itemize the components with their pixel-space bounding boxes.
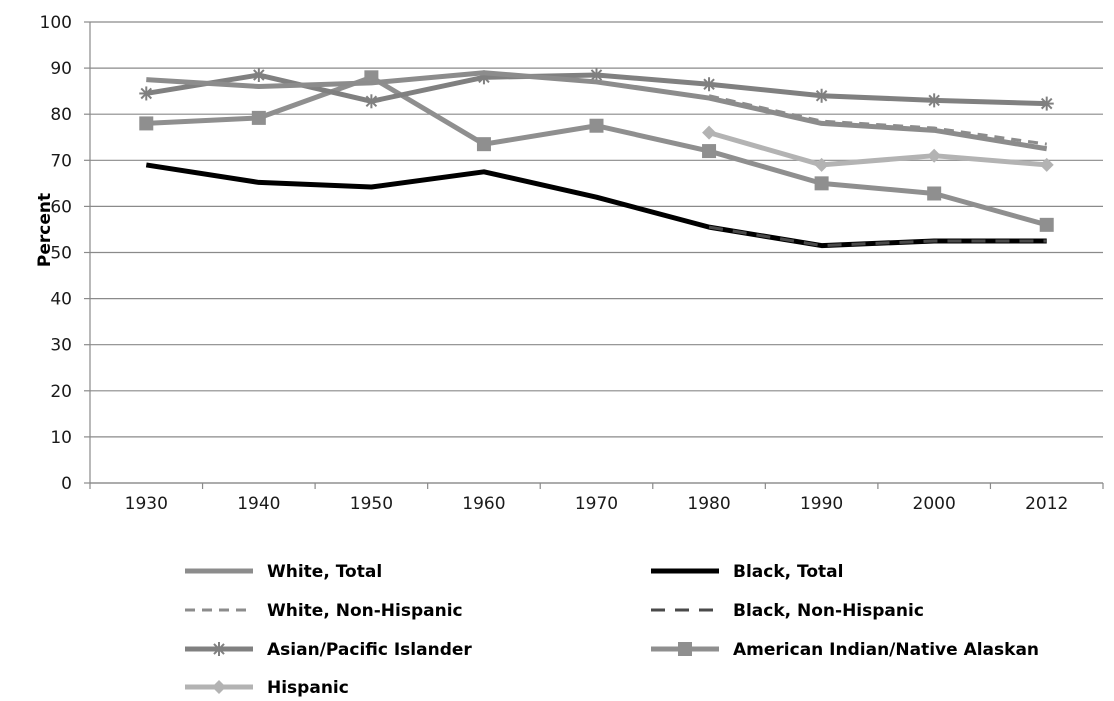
legend-item-white_nonhispanic: White, Non-Hispanic (185, 601, 463, 621)
series-white_total (146, 70, 1048, 152)
legend-item-black_total: Black, Total (651, 562, 843, 582)
y-tick-label: 10 (50, 428, 72, 448)
series-line-hispanic (708, 130, 1047, 168)
data-point-asian_pi (1039, 96, 1054, 111)
data-point-am_indian (476, 137, 491, 152)
y-tick-label: 30 (50, 336, 72, 356)
series-line-black_nonhispanic (708, 225, 1047, 248)
x-tick-label: 1970 (575, 494, 618, 514)
data-point-am_indian (139, 116, 154, 131)
legend-label: Asian/Pacific Islander (267, 640, 472, 660)
series-hispanic (702, 125, 1054, 172)
data-point-am_indian (589, 118, 604, 133)
data-point-asian_pi (927, 93, 942, 108)
data-point-am_indian (1039, 217, 1054, 232)
data-point-hispanic (927, 148, 942, 163)
legend: White, Total Black, Total White, Non-Hispa… (185, 562, 1039, 698)
data-point-asian_pi (702, 77, 717, 92)
legend-label: American Indian/Native Alaskan (733, 640, 1039, 660)
x-tick-label: 1960 (462, 494, 505, 514)
legend-item-am_indian: American Indian/Native Alaskan (651, 640, 1039, 660)
legend-item-black_nonhispanic: Black, Non-Hispanic (651, 601, 924, 621)
y-tick-label: 100 (40, 13, 72, 33)
data-point-am_indian (814, 176, 829, 191)
data-point-hispanic (1039, 157, 1054, 172)
data-point-am_indian (927, 186, 942, 201)
y-tick-label: 80 (50, 105, 72, 125)
legend-item-white_total: White, Total (185, 562, 382, 582)
legend-marker-hispanic (212, 680, 226, 694)
y-axis-title: Percent (35, 193, 55, 267)
legend-marker-am_indian (678, 642, 692, 656)
legend-label: Black, Non-Hispanic (733, 601, 924, 621)
x-tick-label: 1940 (237, 494, 280, 514)
x-tick-label: 2012 (1025, 494, 1068, 514)
y-tick-label: 60 (50, 197, 72, 217)
legend-item-asian_pi: Asian/Pacific Islander (185, 640, 472, 660)
x-tick-label: 1950 (350, 494, 393, 514)
data-point-am_indian (702, 144, 717, 159)
series-am_indian (139, 70, 1054, 232)
y-tick-label: 50 (50, 244, 72, 264)
data-point-asian_pi (364, 94, 379, 109)
legend-label: Hispanic (267, 678, 349, 698)
series-black_total (145, 162, 1047, 249)
data-point-asian_pi (814, 88, 829, 103)
series-black_nonhispanic (708, 225, 1047, 248)
series-white_nonhispanic (708, 94, 1047, 146)
x-axis-ticks: 1930 1940 1950 1960 1970 1980 1990 2000 2012 (89, 483, 1104, 514)
legend-label: White, Total (267, 562, 382, 582)
data-point-hispanic (702, 125, 717, 140)
x-tick-label: 1980 (687, 494, 730, 514)
legend-label: White, Non-Hispanic (267, 601, 463, 621)
data-point-hispanic (814, 157, 829, 172)
legend-marker-asian_pi (212, 642, 226, 656)
series-asian_pi (139, 68, 1054, 111)
y-tick-label: 20 (50, 382, 72, 402)
x-tick-label: 1930 (125, 494, 168, 514)
x-tick-label: 2000 (913, 494, 956, 514)
y-tick-label: 40 (50, 290, 72, 310)
series-line-black_total (145, 162, 1047, 249)
y-axis-ticks: 0 10 20 30 40 50 60 70 80 90 100 (40, 13, 72, 494)
y-tick-label: 0 (61, 474, 72, 494)
legend-label: Black, Total (733, 562, 843, 582)
data-point-asian_pi (251, 68, 266, 83)
y-tick-label: 90 (50, 59, 72, 79)
y-tick-label: 70 (50, 151, 72, 171)
gridlines (84, 21, 1103, 484)
series-line-white_nonhispanic (708, 94, 1047, 146)
series-line-white_total (146, 70, 1048, 152)
data-point-am_indian (251, 110, 266, 125)
data-point-asian_pi (139, 86, 154, 101)
legend-item-hispanic: Hispanic (185, 678, 349, 698)
plot-area (139, 68, 1054, 249)
x-tick-label: 1990 (800, 494, 843, 514)
